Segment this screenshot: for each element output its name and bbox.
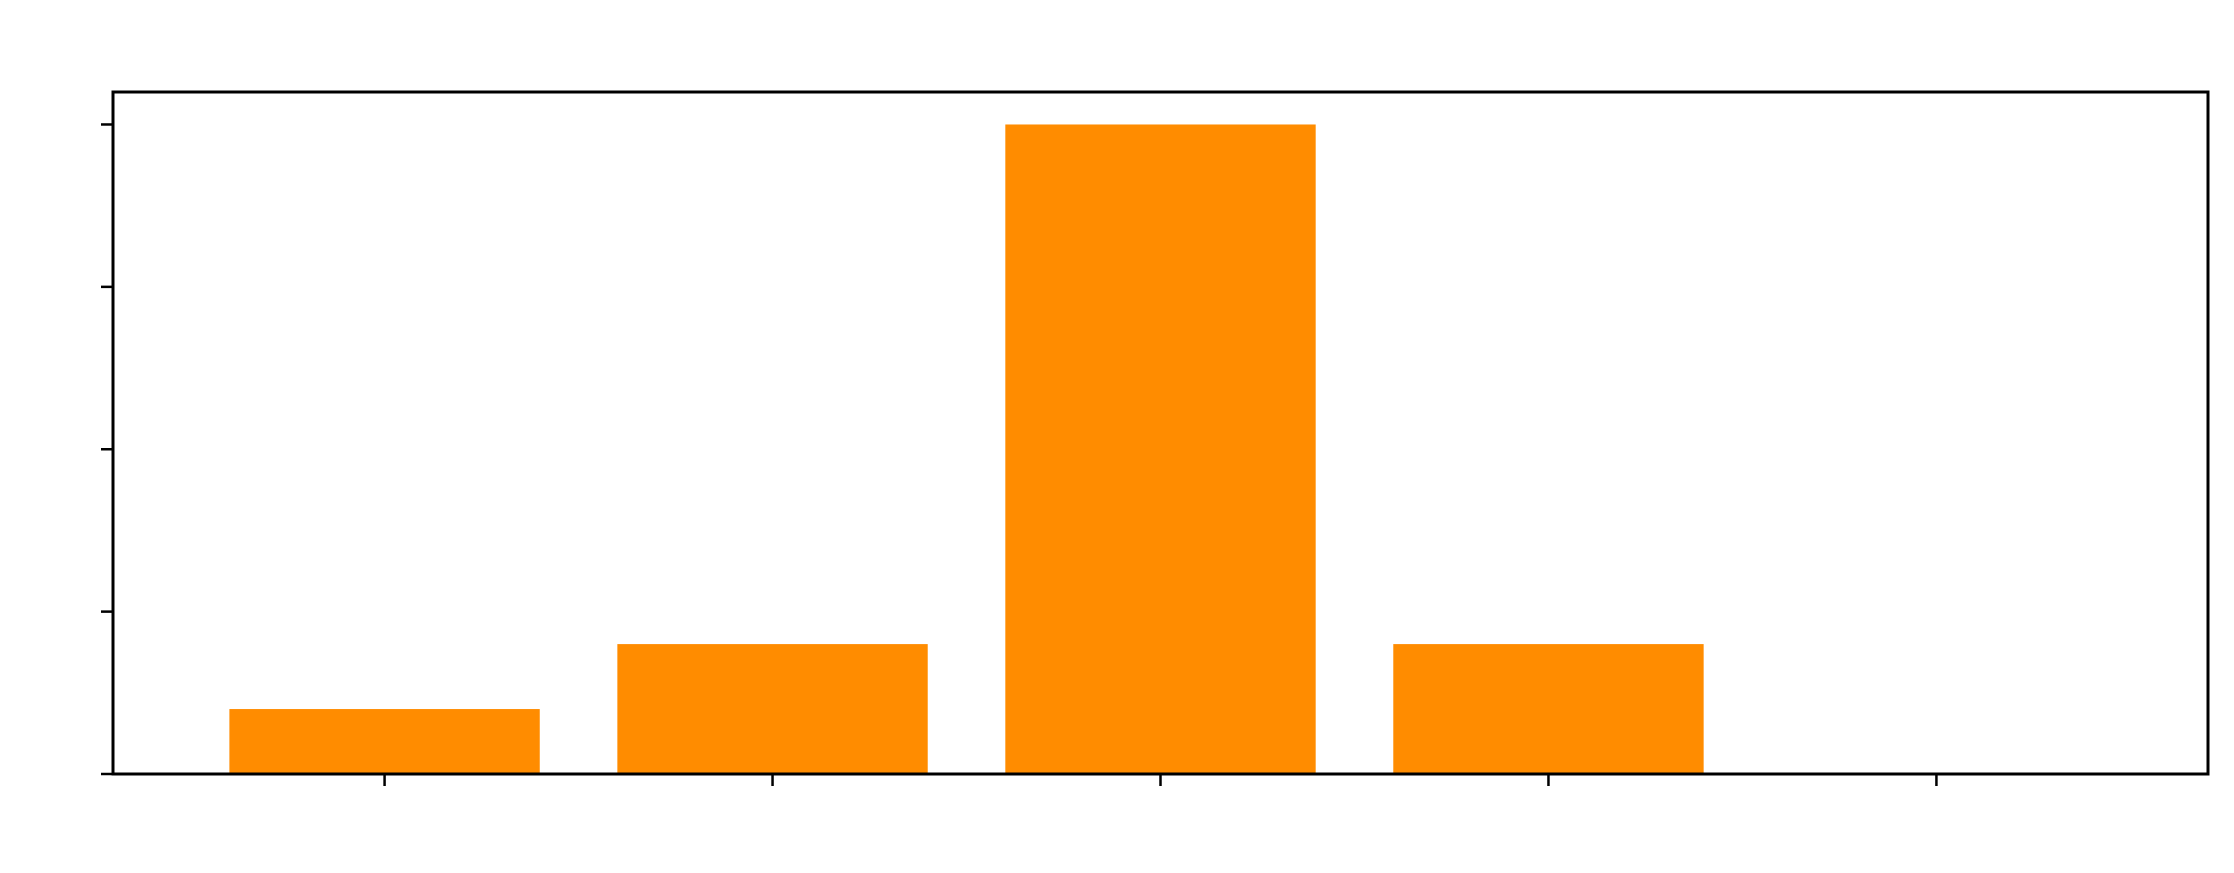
- bar-2: [617, 644, 928, 774]
- bar-1: [229, 709, 540, 774]
- bar-4: [1393, 644, 1704, 774]
- ticks: [101, 123, 1938, 786]
- plot-frame: [111, 90, 2210, 776]
- bar-3: [1005, 124, 1316, 774]
- bars: [229, 124, 1704, 774]
